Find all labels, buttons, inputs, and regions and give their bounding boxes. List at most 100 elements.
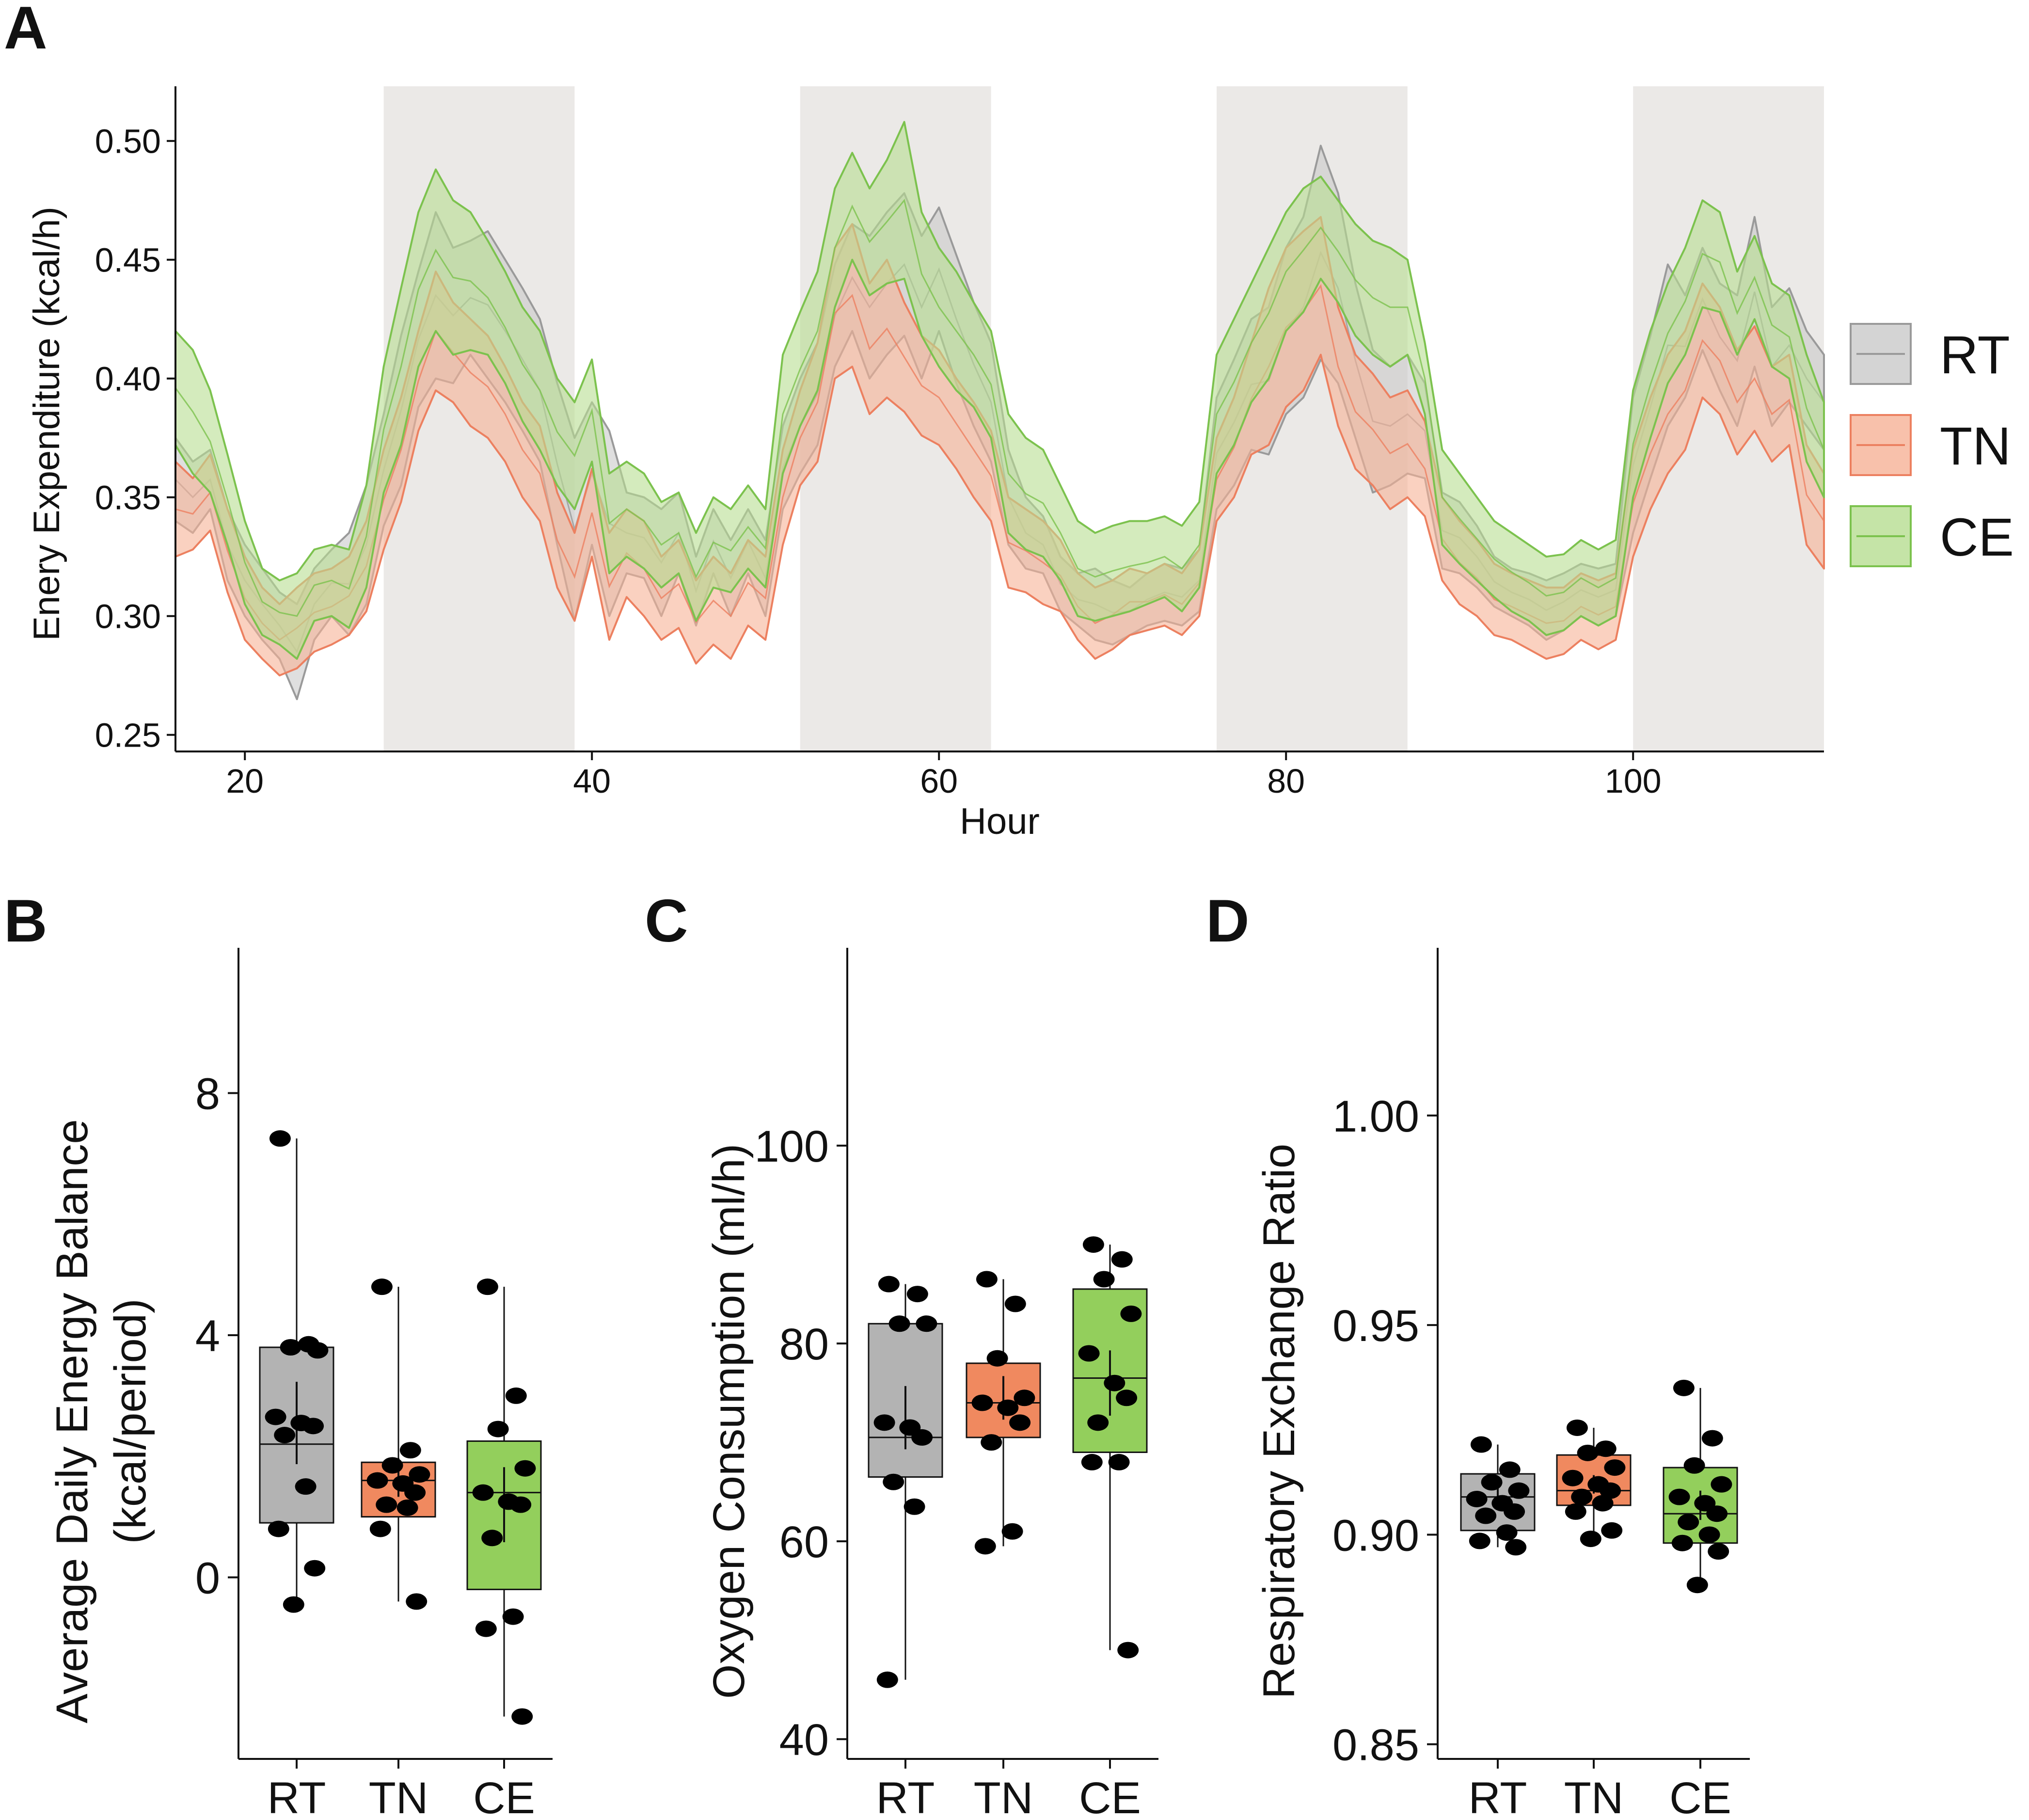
y-tick-label: 0.50 — [95, 123, 161, 160]
data-point-rt — [268, 1520, 289, 1537]
y-axis-title: (kcal/period) — [106, 1298, 155, 1544]
data-point-tn — [986, 1350, 1008, 1367]
x-tick-label-rt: RT — [268, 1773, 326, 1820]
data-point-rt — [304, 1560, 326, 1577]
data-point-ce — [487, 1421, 509, 1437]
panel-d-respiratory-exchange-chart: 0.85 0.90 0.95 1.00 Respiratory Exchange Rat… — [1254, 948, 1750, 1820]
x-tick-label-tn: TN — [974, 1773, 1033, 1820]
data-point-ce — [1683, 1457, 1705, 1474]
data-point-tn — [997, 1399, 1019, 1416]
data-point-ce — [511, 1708, 533, 1725]
data-point-ce — [1116, 1389, 1138, 1406]
data-point-rt — [269, 1130, 291, 1147]
y-tick-label: 80 — [779, 1320, 829, 1369]
data-point-tn — [1565, 1503, 1586, 1520]
data-point-rt — [873, 1414, 895, 1431]
data-point-tn — [971, 1394, 993, 1411]
data-point-rt — [274, 1427, 296, 1444]
data-point-rt — [876, 1671, 898, 1688]
data-point-ce — [510, 1496, 532, 1513]
series-band-ce — [174, 121, 1825, 660]
data-point-ce — [1082, 1236, 1104, 1253]
panel-letter-c: C — [645, 888, 688, 955]
x-tick-label-ce: CE — [1669, 1773, 1731, 1820]
data-point-rt — [1504, 1503, 1525, 1520]
data-point-tn — [1595, 1440, 1617, 1457]
x-tick-label: 100 — [1605, 762, 1662, 800]
y-tick-label: 0.45 — [95, 241, 161, 279]
x-tick-label-rt: RT — [876, 1773, 935, 1820]
y-tick-label: 0.95 — [1332, 1301, 1419, 1351]
data-point-rt — [1499, 1461, 1521, 1478]
data-point-tn — [381, 1457, 403, 1474]
data-point-tn — [376, 1496, 397, 1513]
x-tick-label: 20 — [226, 762, 264, 800]
y-tick-label: 60 — [779, 1517, 829, 1567]
series-mean-line-ce — [174, 198, 1825, 617]
y-tick-label: 4 — [195, 1311, 220, 1361]
data-point-ce — [1087, 1414, 1109, 1431]
data-point-ce — [1668, 1488, 1690, 1505]
data-point-rt — [1481, 1474, 1503, 1491]
panel-letter-d: D — [1206, 888, 1250, 955]
data-point-tn — [976, 1271, 998, 1288]
data-point-tn — [1566, 1419, 1588, 1436]
y-tick-label: 0.30 — [95, 598, 161, 636]
data-point-ce — [514, 1460, 536, 1477]
panel-letter-a: A — [4, 0, 48, 62]
data-point-rt — [1475, 1507, 1497, 1524]
data-point-rt — [878, 1276, 900, 1293]
data-point-tn — [1004, 1295, 1026, 1312]
data-point-ce — [1678, 1514, 1699, 1531]
data-point-ce — [1111, 1251, 1133, 1268]
data-point-ce — [1673, 1379, 1695, 1396]
y-axis-title: Enery Expenditure (kcal/h) — [26, 207, 67, 641]
y-axis-title: Respiratory Exchange Ratio — [1254, 1144, 1304, 1699]
data-point-ce — [1706, 1505, 1728, 1522]
y-axis-title: Oxygen Consumption (ml/h) — [704, 1144, 754, 1699]
data-point-tn — [981, 1434, 1002, 1451]
data-point-ce — [505, 1387, 527, 1404]
legend-label-rt: RT — [1940, 325, 2010, 385]
y-tick-label: 0 — [195, 1553, 220, 1603]
panel-letter-b: B — [4, 888, 48, 955]
data-point-ce — [472, 1484, 494, 1501]
data-point-tn — [371, 1278, 393, 1295]
data-point-ce — [1671, 1534, 1693, 1551]
data-point-ce — [1698, 1526, 1720, 1543]
x-tick-label: 40 — [573, 762, 611, 800]
data-point-tn — [1601, 1522, 1623, 1539]
y-tick-label: 0.90 — [1332, 1511, 1419, 1560]
data-point-tn — [366, 1472, 388, 1489]
data-point-tn — [396, 1499, 418, 1516]
x-tick-label-rt: RT — [1469, 1773, 1527, 1820]
data-point-tn — [409, 1466, 430, 1483]
y-axis-title: Average Daily Energy Balance — [48, 1119, 97, 1723]
y-tick-label: 0.35 — [95, 479, 161, 517]
data-point-tn — [1580, 1531, 1601, 1548]
data-point-rt — [883, 1473, 904, 1490]
data-point-tn — [1600, 1482, 1621, 1499]
data-point-ce — [1686, 1577, 1708, 1594]
data-point-rt — [302, 1418, 324, 1435]
x-tick-label-ce: CE — [473, 1773, 535, 1820]
data-point-tn — [1577, 1444, 1599, 1461]
x-tick-label: 80 — [1267, 762, 1305, 800]
data-point-ce — [1078, 1345, 1100, 1362]
data-point-ce — [1117, 1642, 1139, 1659]
data-point-rt — [904, 1498, 925, 1515]
x-tick-label-tn: TN — [369, 1773, 428, 1820]
data-point-ce — [1120, 1305, 1142, 1322]
legend-label-tn: TN — [1940, 416, 2011, 476]
y-tick-label: 0.85 — [1332, 1721, 1419, 1770]
data-point-tn — [369, 1520, 391, 1537]
data-point-rt — [911, 1429, 933, 1446]
y-tick-label: 40 — [779, 1715, 829, 1765]
data-point-tn — [1604, 1459, 1626, 1476]
data-point-ce — [1081, 1453, 1103, 1470]
data-point-tn — [974, 1538, 996, 1555]
data-point-rt — [888, 1315, 910, 1332]
data-point-rt — [283, 1596, 304, 1613]
